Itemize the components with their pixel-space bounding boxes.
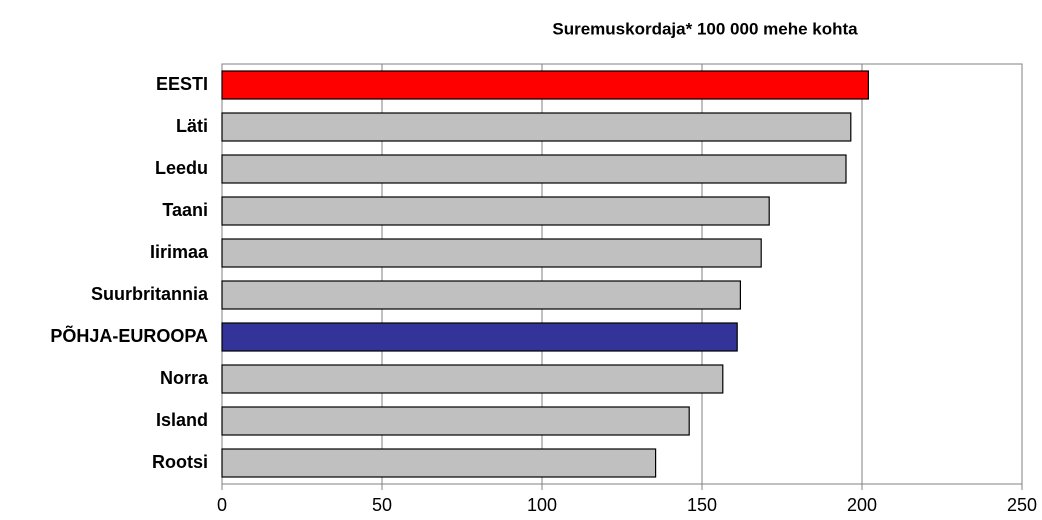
bar [221,238,762,268]
bar [221,196,770,226]
y-tick-label: Norra [160,368,209,388]
bar [221,364,724,394]
y-tick-label: Leedu [155,158,208,178]
bar [221,280,742,310]
x-tick-label: 100 [527,495,557,515]
x-tick-label: 200 [847,495,877,515]
bar [221,448,657,478]
y-tick-label: Taani [162,200,208,220]
bar [221,406,690,436]
y-tick-label: PÕHJA-EUROOPA [50,325,208,346]
x-tick-label: 0 [217,495,227,515]
y-tick-label: Suurbritannia [91,284,209,304]
y-tick-label: Läti [176,116,208,136]
x-tick-label: 150 [687,495,717,515]
x-tick-label: 50 [372,495,392,515]
y-tick-label: Island [156,410,208,430]
y-tick-label: Iirimaa [150,242,209,262]
bar [221,112,852,142]
bar [221,322,738,352]
x-tick-label: 250 [1007,495,1037,515]
y-tick-label: EESTI [156,74,208,94]
bar [221,70,870,100]
chart-title: Suremuskordaja* 100 000 mehe kohta [552,19,858,38]
y-tick-label: Rootsi [152,452,208,472]
bar [221,154,847,184]
